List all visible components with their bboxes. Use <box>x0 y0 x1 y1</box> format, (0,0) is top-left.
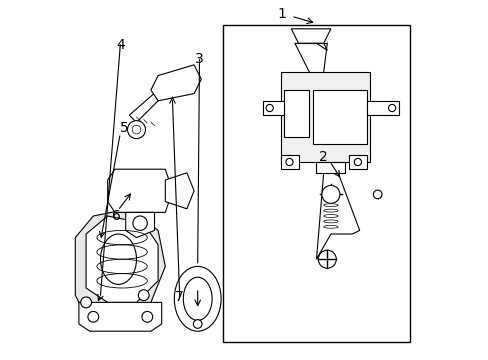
Ellipse shape <box>323 220 337 223</box>
Circle shape <box>127 121 145 139</box>
Ellipse shape <box>174 266 221 331</box>
Circle shape <box>265 104 273 112</box>
Circle shape <box>88 311 99 322</box>
Text: 3: 3 <box>195 53 203 66</box>
Circle shape <box>321 185 339 203</box>
Circle shape <box>142 311 152 322</box>
Circle shape <box>318 250 336 268</box>
Circle shape <box>373 190 381 199</box>
Ellipse shape <box>323 204 337 207</box>
Polygon shape <box>280 72 370 162</box>
Polygon shape <box>316 162 345 173</box>
Polygon shape <box>280 155 298 169</box>
Ellipse shape <box>323 209 337 212</box>
Text: 4: 4 <box>116 38 124 52</box>
Polygon shape <box>151 65 201 101</box>
Circle shape <box>354 158 361 166</box>
Polygon shape <box>302 29 326 50</box>
Circle shape <box>285 158 292 166</box>
Circle shape <box>132 125 141 134</box>
Ellipse shape <box>183 277 212 320</box>
Text: 6: 6 <box>112 209 121 223</box>
Circle shape <box>133 216 147 230</box>
Polygon shape <box>125 212 154 238</box>
Circle shape <box>81 297 91 308</box>
Text: 7: 7 <box>175 290 183 304</box>
Polygon shape <box>291 29 330 43</box>
Polygon shape <box>284 90 309 137</box>
Ellipse shape <box>323 225 337 228</box>
Polygon shape <box>107 169 172 212</box>
Polygon shape <box>316 173 359 259</box>
Bar <box>223 25 409 342</box>
Ellipse shape <box>323 215 337 217</box>
Polygon shape <box>79 302 162 331</box>
Circle shape <box>387 104 395 112</box>
Circle shape <box>138 290 149 301</box>
Polygon shape <box>312 90 366 144</box>
Polygon shape <box>75 209 165 317</box>
Polygon shape <box>86 216 158 302</box>
Polygon shape <box>165 173 194 209</box>
Circle shape <box>193 320 202 328</box>
Text: 5: 5 <box>119 121 128 135</box>
Text: 2: 2 <box>319 150 327 163</box>
Polygon shape <box>366 101 399 115</box>
Ellipse shape <box>101 234 136 284</box>
Polygon shape <box>262 101 284 115</box>
Text: 1: 1 <box>277 8 286 21</box>
Polygon shape <box>348 155 366 169</box>
